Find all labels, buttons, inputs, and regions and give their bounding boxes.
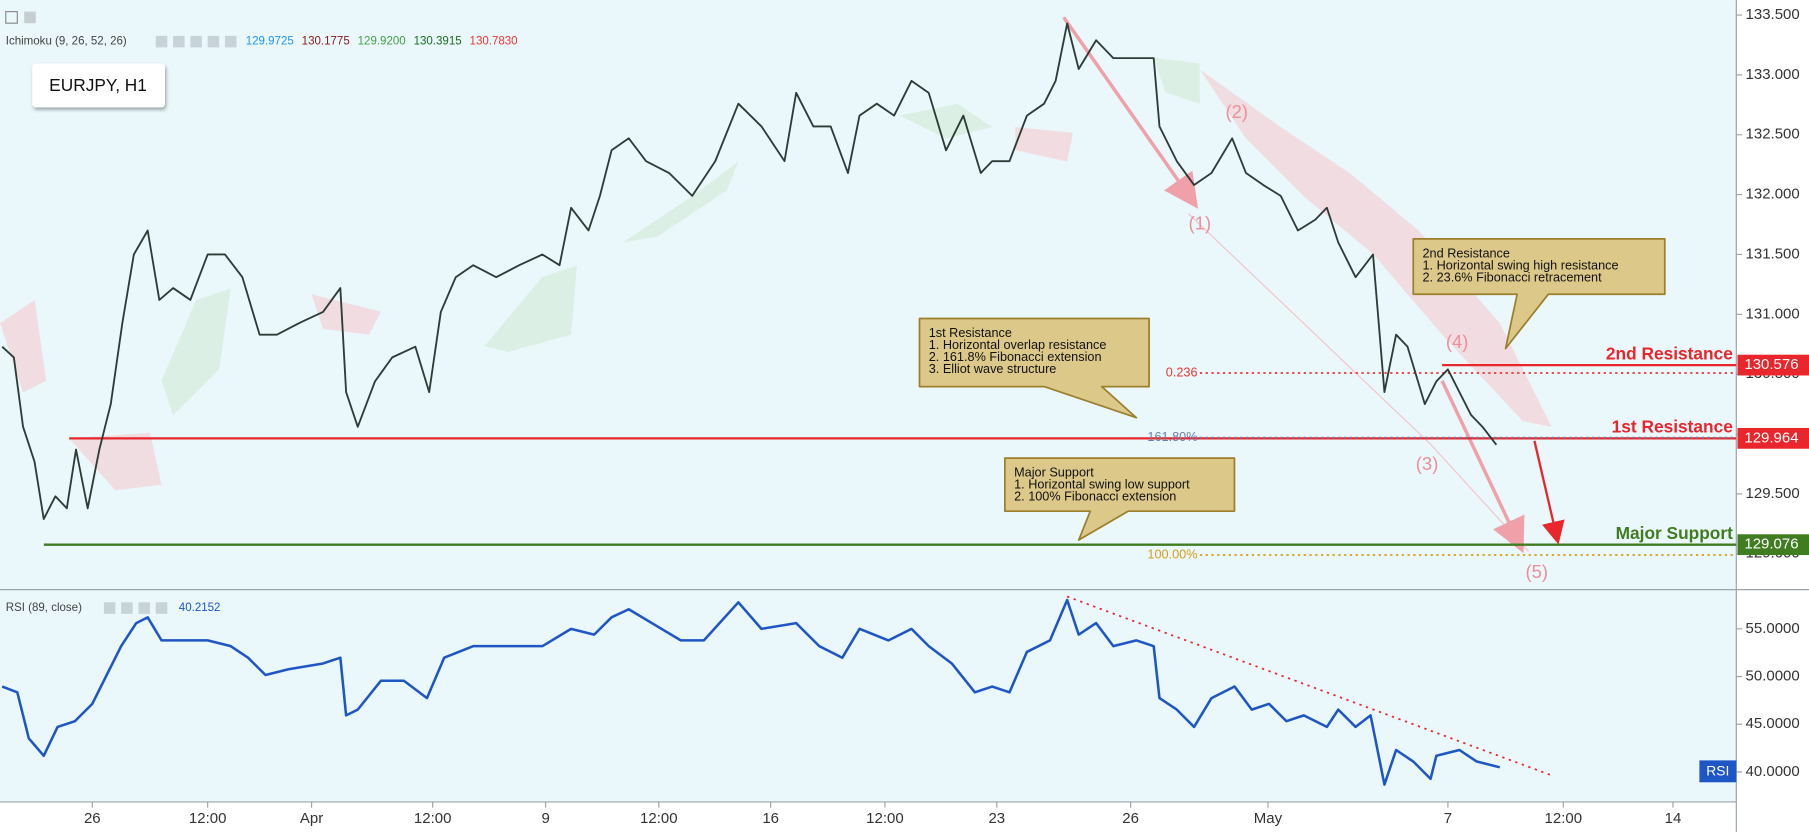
callout-text: Major Support: [1014, 465, 1094, 479]
y-tick-label: 132.500: [1746, 126, 1800, 143]
ichimoku-cloud: [0, 57, 1552, 491]
y-tick-label: 131.500: [1746, 245, 1800, 262]
indicator-value: 130.7830: [470, 36, 518, 48]
x-tick-label: 9: [541, 810, 549, 827]
level-price: 129.076: [1744, 536, 1798, 553]
rsi-trendline: [1066, 595, 1553, 777]
indicator-value: 130.1775: [302, 36, 350, 48]
wave-arrow: [1062, 16, 1199, 209]
symbol-box: [32, 63, 165, 108]
wave-label: (1): [1189, 212, 1212, 233]
y-tick-label: 45.0000: [1746, 715, 1800, 732]
x-tick-label: 12:00: [189, 810, 227, 827]
y-tick-label: 133.500: [1746, 6, 1800, 23]
collapse-icon: [5, 11, 18, 24]
wave-label: (4): [1446, 331, 1469, 352]
symbol-label: EURJPY, H1: [49, 75, 147, 95]
plot-background: [0, 0, 1737, 802]
y-tick-label: 131.000: [1746, 305, 1800, 322]
y-tick-label: 129.500: [1746, 485, 1800, 502]
rsi-label: RSI (89, close): [6, 602, 82, 614]
projection-arrow: [1533, 440, 1565, 545]
y-tick-label: 132.000: [1746, 186, 1800, 203]
y-tick-label: 50.0000: [1746, 668, 1800, 685]
x-tick-label: 26: [84, 810, 101, 827]
y-tick-label: 55.0000: [1746, 620, 1800, 637]
level-price: 130.576: [1744, 356, 1798, 373]
x-tick-label: 12:00: [1545, 810, 1583, 827]
fib-label: 0.236: [1166, 365, 1198, 379]
time-axis-background: [0, 801, 1737, 832]
indicator-icons: [155, 35, 237, 48]
marks: 133.500 133.000 132.500 132.000 131.500 131.0…: [1, 6, 1809, 827]
callout-text: 1. Horizontal overlap resistance: [929, 338, 1107, 352]
x-tick-label: May: [1254, 810, 1283, 827]
level-price-box: [1737, 354, 1809, 376]
x-tick-label: 23: [988, 810, 1005, 827]
fib-label: 100.00%: [1147, 547, 1197, 561]
x-tick-label: 12:00: [640, 810, 678, 827]
price-axis-background: [1736, 0, 1809, 832]
indicator-value: 129.9200: [358, 36, 406, 48]
callout-text: 1. Horizontal swing low support: [1014, 478, 1190, 492]
x-tick-label: 12:00: [866, 810, 904, 827]
callout-text: 2. 100% Fibonacci extension: [1014, 490, 1176, 504]
callout-text: 2. 161.8% Fibonacci extension: [929, 350, 1102, 364]
level-price: 129.964: [1744, 429, 1798, 446]
rsi-icons: [103, 602, 168, 614]
wave-arrow: [1440, 380, 1525, 554]
wave-label: (2): [1225, 101, 1248, 122]
x-tick-label: 14: [1665, 810, 1682, 827]
pane-icon: [24, 11, 36, 24]
level-price-box: [1737, 534, 1809, 556]
rsi-badge-label: RSI: [1706, 763, 1729, 779]
rsi-badge: [1699, 760, 1737, 783]
callout-text: 2nd Resistance: [1423, 246, 1510, 260]
series-line: [1, 22, 1498, 520]
indicator-value: 130.3915: [414, 36, 462, 48]
callout-text: 1. Horizontal swing high resistance: [1423, 258, 1619, 272]
x-tick-label: 26: [1122, 810, 1139, 827]
rsi-last-value: 40.2152: [179, 602, 221, 614]
x-tick-label: 12:00: [414, 810, 452, 827]
callout-box: [1412, 238, 1666, 350]
level-label: 2nd Resistance: [1606, 343, 1733, 363]
callout-box: [918, 317, 1150, 419]
y-tick-label: 133.000: [1746, 66, 1800, 83]
callout-text: 1st Resistance: [929, 326, 1012, 340]
x-tick-label: Apr: [300, 810, 323, 827]
fib-label: 161.80%: [1147, 430, 1197, 444]
callout-box: [1004, 457, 1236, 541]
indicator-value: 129.9725: [246, 36, 294, 48]
wave-label: (3): [1416, 453, 1439, 474]
level-price-box: [1737, 427, 1809, 449]
x-tick-label: 16: [762, 810, 779, 827]
level-label: Major Support: [1616, 523, 1733, 543]
y-tick-label: 40.0000: [1746, 763, 1800, 780]
wave-label: (5): [1525, 561, 1548, 582]
wave-guide: [1187, 213, 1431, 445]
x-tick-label: 7: [1444, 810, 1452, 827]
indicator-label: Ichimoku (9, 26, 52, 26): [6, 36, 127, 48]
callout-text: 2. 23.6% Fibonacci retracement: [1423, 270, 1603, 284]
callout-text: 3. Elliot wave structure: [929, 362, 1057, 376]
series-line: [1, 598, 1501, 786]
level-label: 1st Resistance: [1612, 417, 1734, 437]
